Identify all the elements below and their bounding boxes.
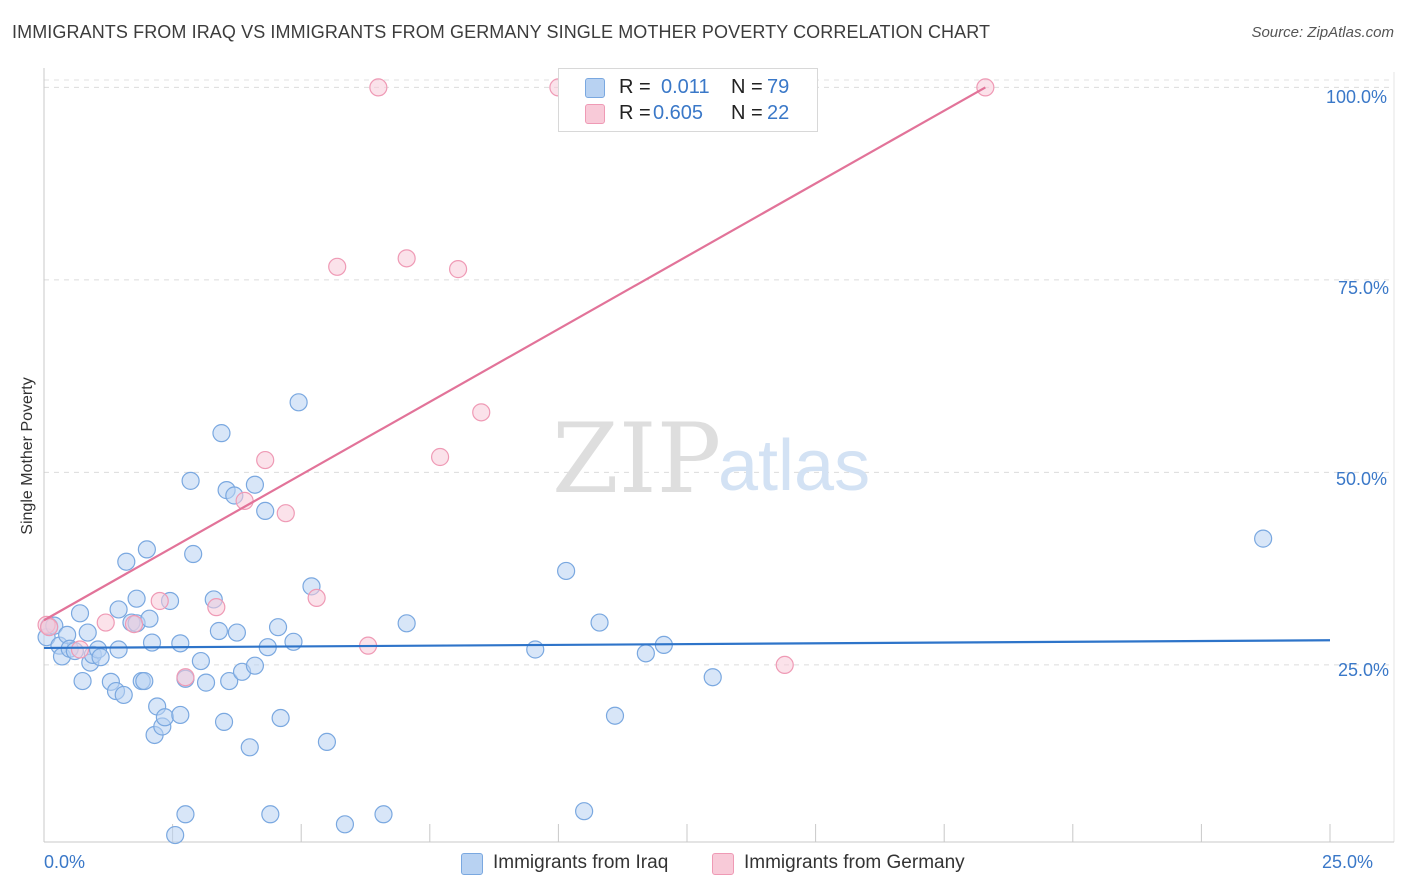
point-germany-4 <box>124 614 144 634</box>
point-iraq-25 <box>135 671 154 691</box>
point-iraq-53 <box>245 475 265 494</box>
point-iraq-75 <box>1254 529 1273 548</box>
point-germany-16 <box>430 447 450 467</box>
point-iraq-67 <box>526 640 545 659</box>
point-iraq-32 <box>155 708 174 727</box>
point-iraq-59 <box>271 708 290 728</box>
legend-swatch-germany <box>585 104 605 124</box>
point-iraq-26 <box>137 540 156 559</box>
point-iraq-58 <box>268 618 288 637</box>
legend-n-value: 22 <box>767 102 790 124</box>
point-iraq-61 <box>289 393 308 412</box>
point-germany-14 <box>369 78 388 97</box>
legend-swatch-iraq <box>461 853 483 875</box>
point-iraq-20 <box>117 552 136 571</box>
point-iraq-70 <box>590 613 609 632</box>
point-iraq-40 <box>184 544 203 564</box>
point-iraq-60 <box>284 632 303 651</box>
y-axis-label: Single Mother Poverty <box>19 377 36 535</box>
y-tick-75: 75.0% <box>1338 278 1390 298</box>
point-germany-18 <box>472 403 491 422</box>
point-germany-6 <box>176 668 195 687</box>
legend-n-label: N = <box>731 76 763 98</box>
point-germany-11 <box>307 588 326 608</box>
point-iraq-65 <box>374 805 393 824</box>
point-iraq-63 <box>317 732 337 752</box>
legend-n-label: N = <box>731 102 763 124</box>
point-germany-15 <box>397 249 416 268</box>
point-iraq-50 <box>227 623 246 642</box>
point-iraq-9 <box>73 671 92 691</box>
legend-r-label: R = <box>619 102 651 124</box>
point-germany-2 <box>70 640 90 659</box>
legend-swatch-germany <box>712 853 734 875</box>
point-iraq-71 <box>605 706 625 725</box>
point-iraq-48 <box>220 671 239 691</box>
point-iraq-27 <box>140 609 159 628</box>
point-germany-17 <box>448 260 468 279</box>
y-tick-25: 25.0% <box>1338 660 1390 680</box>
grid-layer <box>44 72 1395 842</box>
point-iraq-52 <box>240 738 259 757</box>
legend-label-iraq: Immigrants from Iraq <box>493 852 669 873</box>
point-iraq-8 <box>70 604 90 623</box>
points-layer <box>37 78 1273 845</box>
point-iraq-18 <box>109 600 128 619</box>
legend-swatch-iraq <box>585 78 605 98</box>
point-iraq-44 <box>209 621 228 641</box>
point-iraq-37 <box>176 805 195 824</box>
point-iraq-10 <box>78 623 97 642</box>
point-iraq-41 <box>191 651 210 671</box>
x-tick-max: 25.0% <box>1322 852 1374 872</box>
point-germany-1 <box>40 618 59 637</box>
point-iraq-57 <box>261 805 280 824</box>
watermark: ZIP atlas <box>552 403 870 515</box>
point-iraq-45 <box>212 424 231 443</box>
point-iraq-35 <box>171 705 190 725</box>
point-germany-3 <box>96 613 115 632</box>
trend-layer <box>43 86 1331 650</box>
point-germany-12 <box>328 257 347 276</box>
legend-n-value: 79 <box>767 76 790 98</box>
point-iraq-72 <box>636 644 655 663</box>
watermark-atlas: atlas <box>718 426 870 506</box>
source-label: Source: ZipAtlas.com <box>1251 24 1394 41</box>
point-iraq-17 <box>109 640 128 659</box>
point-iraq-34 <box>166 825 185 845</box>
point-iraq-36 <box>171 634 190 653</box>
point-iraq-42 <box>196 673 216 692</box>
point-germany-7 <box>207 598 226 617</box>
trend-line-iraq <box>43 639 1331 650</box>
point-iraq-64 <box>335 815 355 834</box>
legend-r-value: 0.605 <box>653 102 704 124</box>
point-germany-20 <box>775 655 794 675</box>
point-iraq-28 <box>142 633 162 652</box>
x-tick-min: 0.0% <box>44 852 86 872</box>
point-iraq-69 <box>575 802 594 821</box>
trend-line-germany <box>43 86 986 622</box>
chart-title: IMMIGRANTS FROM IRAQ VS IMMIGRANTS FROM … <box>12 22 991 42</box>
y-tick-50: 50.0% <box>1336 469 1388 489</box>
point-iraq-19 <box>114 685 133 705</box>
watermark-zip: ZIP <box>552 403 721 515</box>
point-iraq-46 <box>214 712 234 731</box>
point-iraq-66 <box>397 614 416 633</box>
point-germany-5 <box>150 591 169 611</box>
point-iraq-14 <box>91 648 110 667</box>
point-iraq-68 <box>557 561 576 581</box>
y-tick-100: 100.0% <box>1326 87 1388 107</box>
legend-r-label: R = <box>619 76 651 98</box>
legend-r-value: 0.011 <box>661 76 710 98</box>
point-germany-9 <box>256 450 275 470</box>
point-iraq-54 <box>245 656 265 675</box>
point-iraq-23 <box>127 589 146 608</box>
stats-legend: R = 0.011 N = 79 R = 0.605 N = 22 <box>558 68 818 132</box>
point-iraq-74 <box>703 668 722 687</box>
legend-label-germany: Immigrants from Germany <box>744 852 965 873</box>
point-iraq-39 <box>181 471 200 490</box>
point-iraq-55 <box>256 501 275 520</box>
point-germany-10 <box>276 504 295 523</box>
